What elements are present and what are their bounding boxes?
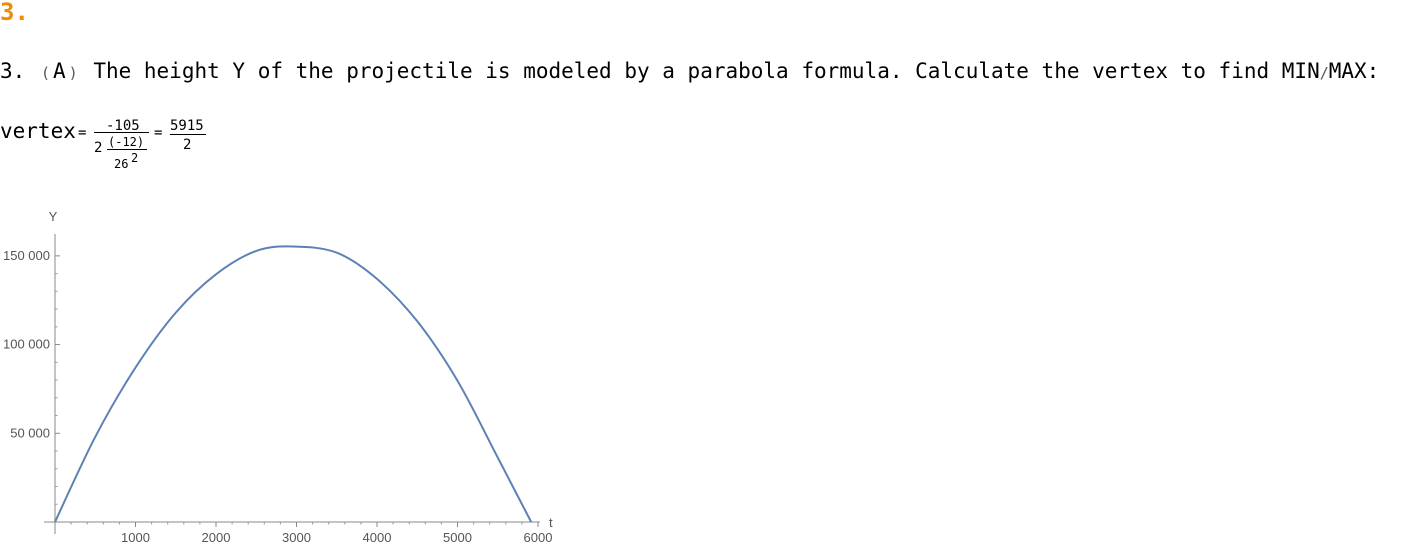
inner-exponent: 2 xyxy=(131,151,139,165)
equals-sign: = xyxy=(78,125,87,141)
x-axis-label: t xyxy=(549,515,553,530)
result-fraction-bar xyxy=(170,134,206,135)
problem-statement: 3. (A) The height Y of the projectile is… xyxy=(0,58,1379,86)
inner-denominator: 26 xyxy=(114,157,129,171)
equals-sign-2: = xyxy=(154,125,163,141)
problem-number: 3. xyxy=(0,59,26,83)
y-axis-label: Y xyxy=(49,209,58,224)
open-paren: ( xyxy=(40,64,50,82)
x-tick-label: 3000 xyxy=(282,530,311,545)
problem-text: The height Y of the projectile is modele… xyxy=(93,59,1320,83)
section-number: 3. xyxy=(0,0,29,26)
chart-plot xyxy=(54,245,533,523)
problem-tail: MAX: xyxy=(1328,59,1380,83)
fraction-bar xyxy=(94,132,149,133)
chart-ticks: 1000 2000 3000 4000 5000 6000 50 000 100 000 150… xyxy=(3,248,552,545)
inner-numerator: (-12) xyxy=(108,135,145,149)
x-tick-label: 6000 xyxy=(524,530,553,545)
y-tick-label: 100 000 xyxy=(3,337,50,352)
y-tick-label: 50 000 xyxy=(10,425,50,440)
x-tick-label: 1000 xyxy=(121,530,150,545)
vertex-label: vertex xyxy=(0,119,76,143)
part-label: A xyxy=(52,59,66,83)
x-tick-label: 5000 xyxy=(443,530,472,545)
close-paren: ) xyxy=(68,64,78,82)
y-tick-label: 150 000 xyxy=(3,248,50,263)
chart-axes: tY xyxy=(44,209,553,534)
series-line xyxy=(54,245,533,523)
x-tick-label: 2000 xyxy=(202,530,231,545)
result-numerator: 5915 xyxy=(170,118,204,134)
fraction-numerator: -105 xyxy=(106,118,140,134)
x-tick-label: 4000 xyxy=(363,530,392,545)
coefficient: 2 xyxy=(94,140,103,156)
inner-fraction-bar xyxy=(107,149,147,150)
result-denominator: 2 xyxy=(183,137,192,153)
slash: / xyxy=(1319,64,1329,82)
